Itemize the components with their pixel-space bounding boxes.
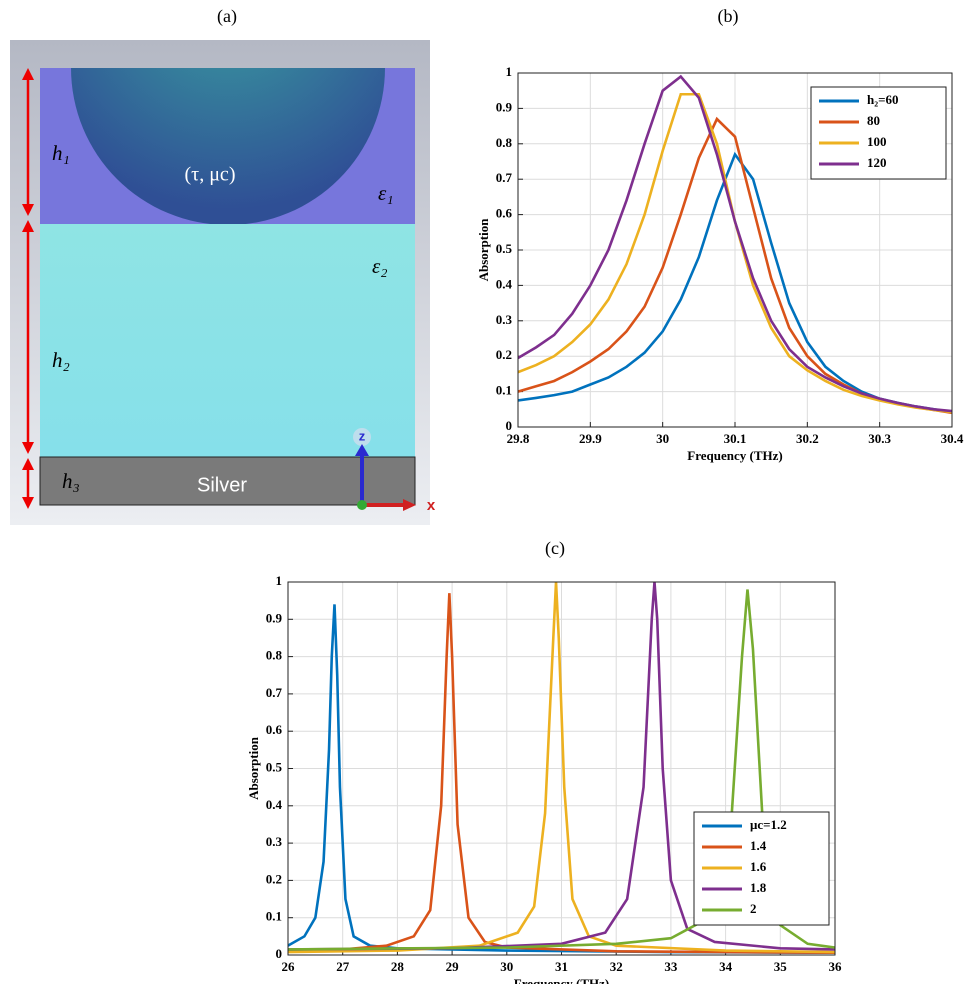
x-tick-label: 27: [336, 959, 350, 974]
label-h1: h₁: [52, 141, 70, 165]
legend-label: 80: [867, 113, 880, 128]
legend: h₂=60 80 100 120: [811, 87, 946, 179]
y-tick-label: 0.3: [496, 312, 513, 327]
legend: μc=1.2 1.4 1.6 1.8 2: [694, 812, 829, 925]
y-tick-label: 0.2: [266, 871, 282, 886]
y-axis-label: Absorption: [476, 218, 491, 282]
y-tick-label: 0.5: [496, 241, 513, 256]
x-tick-label: 30.4: [941, 431, 964, 446]
y-tick-label: 0.1: [266, 909, 282, 924]
structure-diagram: h₁ h₂ h₃ ε₁ ε₂ (τ, μc) Silver z x: [10, 0, 436, 525]
y-tick-label: 0.9: [266, 610, 283, 625]
x-tick-label: 29.8: [507, 431, 530, 446]
panel-label: (a): [217, 6, 237, 27]
y-tick-label: 0.8: [496, 135, 513, 150]
y-tick-label: 0.8: [266, 648, 283, 663]
y-tick-label: 0.2: [496, 347, 512, 362]
x-tick-label: 29: [446, 959, 460, 974]
label-eps2: ε₂: [372, 254, 388, 278]
y-tick-label: 0.7: [266, 685, 283, 700]
y-axis-label: Absorption: [246, 736, 261, 800]
y-tick-label: 0.3: [266, 834, 283, 849]
y-tick-label: 1: [506, 64, 513, 79]
x-tick-label: 30.3: [868, 431, 891, 446]
x-tick-label: 30: [656, 431, 669, 446]
layer-2: [40, 224, 415, 457]
legend-label: 1.4: [750, 838, 767, 853]
x-tick-label: 36: [829, 959, 843, 974]
x-tick-label: 26: [282, 959, 296, 974]
x-axis-label: Frequency (THz): [514, 976, 609, 984]
x-axis-label: Frequency (THz): [687, 448, 782, 463]
figure: (a) (b) (c) h₁ h₂ h₃ ε₁ ε₂ (τ, μc) Silve…: [0, 0, 972, 984]
x-tick-label: 28: [391, 959, 405, 974]
panel-label: (c): [545, 538, 565, 559]
legend-label: 2: [750, 901, 757, 916]
x-tick-label: 34: [719, 959, 733, 974]
x-tick-label: 32: [610, 959, 623, 974]
y-tick-label: 0.9: [496, 99, 513, 114]
y-tick-label: 0.7: [496, 170, 513, 185]
y-tick-label: 0.4: [496, 276, 513, 291]
legend-label: 120: [867, 155, 887, 170]
x-tick-label: 30: [500, 959, 513, 974]
label-eps1: ε₁: [378, 181, 394, 205]
y-tick-label: 0.6: [266, 722, 283, 737]
silver-label: Silver: [197, 474, 247, 496]
x-tick-label: 33: [664, 959, 678, 974]
label-h3: h₃: [62, 469, 80, 493]
sphere-label: (τ, μc): [185, 164, 236, 186]
x-tick-label: 35: [774, 959, 788, 974]
x-tick-label: 30.2: [796, 431, 819, 446]
axis-x-label: x: [427, 497, 436, 514]
legend-label: 1.8: [750, 880, 767, 895]
y-tick-label: 0.6: [496, 206, 513, 221]
label-h2: h₂: [52, 348, 70, 372]
y-tick-label: 0.1: [496, 383, 512, 398]
legend-label: 100: [867, 134, 887, 149]
legend-label: μc=1.2: [750, 817, 787, 832]
legend-label: h₂=60: [867, 92, 899, 107]
axis-z-label: z: [359, 428, 366, 443]
legend-label: 1.6: [750, 859, 767, 874]
y-tick-label: 0.5: [266, 759, 283, 774]
y-tick-label: 1: [276, 573, 283, 588]
x-tick-label: 30.1: [724, 431, 747, 446]
y-tick-label: 0.4: [266, 797, 283, 812]
x-tick-label: 31: [555, 959, 568, 974]
x-tick-label: 29.9: [579, 431, 602, 446]
panel-label: (b): [718, 6, 739, 27]
